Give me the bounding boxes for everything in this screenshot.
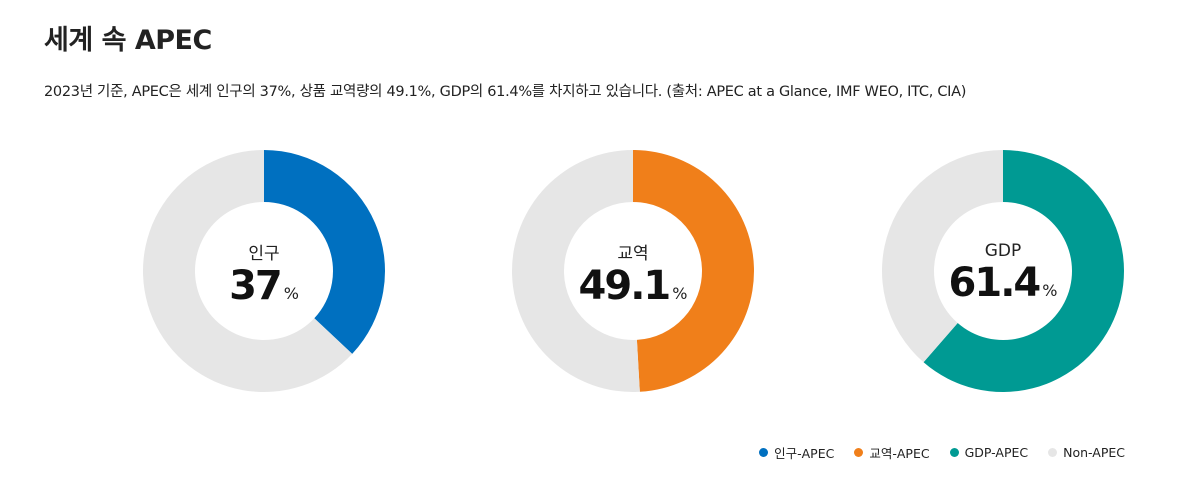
page-title: 세계 속 APEC: [44, 25, 212, 56]
legend-label: GDP-APEC: [964, 445, 1029, 460]
legend-item-non-apec[interactable]: Non-APEC: [1048, 443, 1125, 462]
donut-value-number: 37: [229, 262, 283, 309]
donut-value-number: 49.1: [578, 262, 672, 309]
donut-slice-apec[interactable]: [923, 150, 1124, 392]
donut-chart-population: 인구 37 %: [142, 150, 385, 392]
donut-center-label: 인구: [248, 243, 280, 264]
donut-slice-non-apec[interactable]: [142, 150, 353, 392]
legend-dot: [1048, 448, 1058, 457]
donut-chart-trade: 교역 49.1 %: [511, 150, 754, 392]
legend-dot: [759, 448, 769, 457]
donut-slice-apec[interactable]: [633, 150, 754, 392]
donut-svg: [511, 150, 754, 392]
donut-slice-non-apec[interactable]: [882, 150, 1003, 363]
donut-svg: [882, 150, 1124, 392]
legend-item-gdp[interactable]: GDP-APEC: [949, 443, 1029, 462]
donut-center-label: 교역: [617, 243, 649, 264]
donut-value-unit: %: [672, 283, 688, 303]
legend-label: Non-APEC: [1063, 445, 1125, 460]
donut-value-number: 61.4: [948, 260, 1042, 306]
legend-label: 교역-APEC: [869, 446, 930, 461]
legend-item-population[interactable]: 인구-APEC: [759, 443, 834, 462]
donut-center: 인구 37 %: [143, 150, 385, 392]
donut-center: GDP 61.4 %: [882, 150, 1124, 392]
donut-value-unit: %: [1042, 281, 1058, 300]
donut-slice-non-apec[interactable]: [511, 150, 640, 392]
donut-center-value: 49.1 %: [579, 266, 688, 306]
legend-label: 인구-APEC: [774, 446, 835, 461]
donut-svg: [142, 150, 385, 392]
legend-dot: [949, 448, 959, 457]
chart-legend: 인구-APEC 교역-APEC GDP-APEC Non-APEC: [739, 443, 1125, 462]
legend-item-trade[interactable]: 교역-APEC: [854, 443, 930, 462]
donut-chart-gdp: GDP 61.4 %: [882, 150, 1124, 392]
donut-value-unit: %: [283, 283, 299, 303]
donut-slice-apec[interactable]: [264, 150, 385, 354]
donut-center-label: GDP: [984, 241, 1022, 261]
donut-center-value: 61.4 %: [949, 263, 1058, 303]
page-subtitle: 2023년 기준, APEC은 세계 인구의 37%, 상품 교역량의 49.1…: [44, 84, 967, 100]
legend-dot: [854, 448, 864, 457]
donut-center: 교역 49.1 %: [512, 150, 754, 392]
donut-center-value: 37 %: [229, 266, 299, 306]
